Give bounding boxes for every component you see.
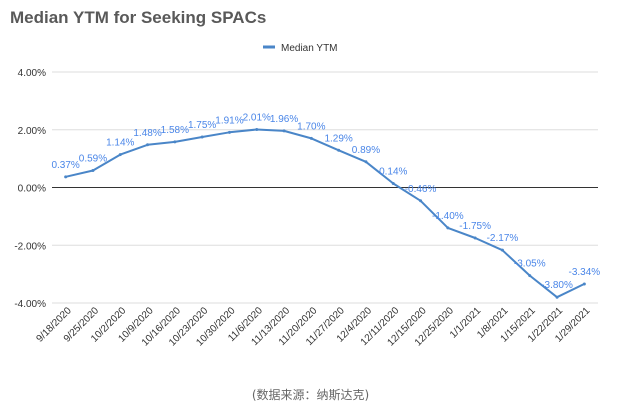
data-label: -3.80% xyxy=(541,280,573,291)
data-label: 1.14% xyxy=(106,138,134,149)
data-point xyxy=(364,160,368,164)
data-point xyxy=(64,175,68,179)
data-point xyxy=(146,143,150,147)
data-label: 0.14% xyxy=(379,166,407,177)
source-note: (数据来源：纳斯达克) xyxy=(251,388,370,402)
data-label: -2.17% xyxy=(487,233,519,244)
data-label: 0.37% xyxy=(51,160,79,171)
data-point xyxy=(337,148,341,152)
y-tick-label: -2.00% xyxy=(14,241,46,252)
data-label: 0.59% xyxy=(79,153,107,164)
chart-title: Median YTM for Seeking SPACs xyxy=(10,8,267,27)
series-line-median-ytm xyxy=(65,128,585,299)
data-label: 1.75% xyxy=(188,120,216,131)
y-tick-label: 2.00% xyxy=(18,126,46,137)
data-point xyxy=(118,153,122,157)
data-label: -3.05% xyxy=(514,259,546,270)
data-label: 1.91% xyxy=(215,115,243,126)
data-point xyxy=(173,140,177,144)
data-label: -0.46% xyxy=(405,184,437,195)
data-label: 2.01% xyxy=(243,112,271,123)
data-point xyxy=(200,135,204,139)
y-tick-label: 0.00% xyxy=(18,184,46,195)
data-point xyxy=(582,282,586,286)
data-point xyxy=(227,130,231,134)
data-label: 1.58% xyxy=(161,125,189,136)
y-tick-label: 4.00% xyxy=(18,68,46,79)
data-label: -1.40% xyxy=(432,211,464,222)
data-point xyxy=(500,248,504,252)
data-label: 1.29% xyxy=(324,133,352,144)
data-point xyxy=(446,226,450,230)
data-label: 1.48% xyxy=(133,128,161,139)
data-point xyxy=(391,181,395,185)
data-point xyxy=(473,236,477,240)
legend-label: Median YTM xyxy=(281,43,338,54)
data-point xyxy=(282,129,286,133)
data-label: 1.70% xyxy=(297,121,325,132)
data-label: 0.89% xyxy=(352,145,380,156)
data-point xyxy=(555,295,559,299)
data-point xyxy=(309,136,313,140)
y-tick-label: -4.00% xyxy=(14,299,46,310)
data-point xyxy=(419,199,423,203)
data-point xyxy=(528,274,532,278)
data-label: -1.75% xyxy=(459,221,491,232)
data-label: -3.34% xyxy=(569,267,601,278)
data-label: 1.96% xyxy=(270,114,298,125)
data-point xyxy=(91,168,95,172)
data-point xyxy=(255,127,259,131)
